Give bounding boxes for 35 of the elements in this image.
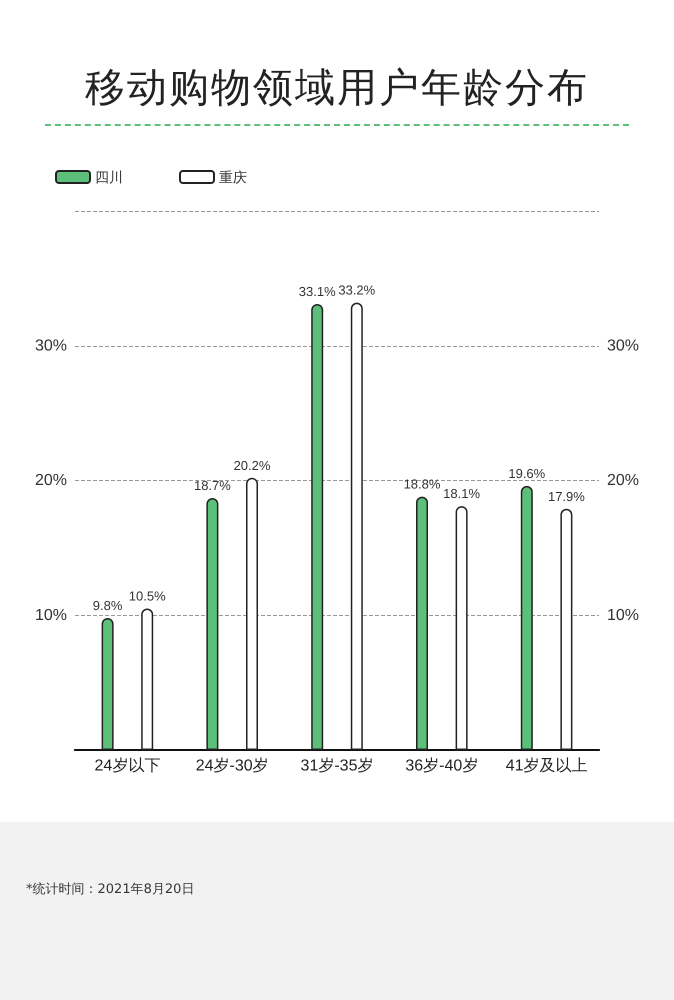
x-tick-label: 36岁-40岁 [405,756,478,774]
bar [102,618,114,750]
bar [206,498,218,750]
chart-title: 移动购物领域用户年龄分布 [84,64,590,113]
x-tick-label: 41岁及以上 [506,756,588,774]
bar [350,302,363,750]
x-tick-label: 24岁-30岁 [196,756,269,774]
bar [416,496,428,750]
bar [141,608,154,750]
data-label: 18.8% [404,476,441,492]
x-tick-label: 24岁以下 [94,756,160,774]
y-tick-label: 10% [34,606,67,624]
data-label: 20.2% [234,458,271,473]
data-label: 10.5% [128,588,166,604]
data-label: 18.7% [194,478,232,494]
y2-tick-label: 30% [607,337,640,354]
y2-tick-label: 10% [607,606,640,624]
bar [456,506,468,750]
legend-label: 重庆 [219,169,247,185]
legend-label: 四川 [95,169,123,185]
data-label: 17.9% [548,488,586,504]
bar [311,304,324,750]
bar [560,508,572,750]
bar [246,478,258,750]
y-tick-label: 20% [34,472,67,489]
y2-tick-label: 20% [607,472,640,489]
data-label: 33.1% [298,284,336,299]
data-label: 33.2% [338,282,376,298]
x-tick-label: 31岁-35岁 [300,756,374,774]
bar [520,486,533,750]
data-label: 19.6% [508,466,546,481]
y-tick-label: 30% [34,337,67,354]
data-label: 18.1% [443,486,480,502]
text: *统计时间：2021年8月20日 [26,881,194,898]
data-label: 9.8% [92,598,123,613]
